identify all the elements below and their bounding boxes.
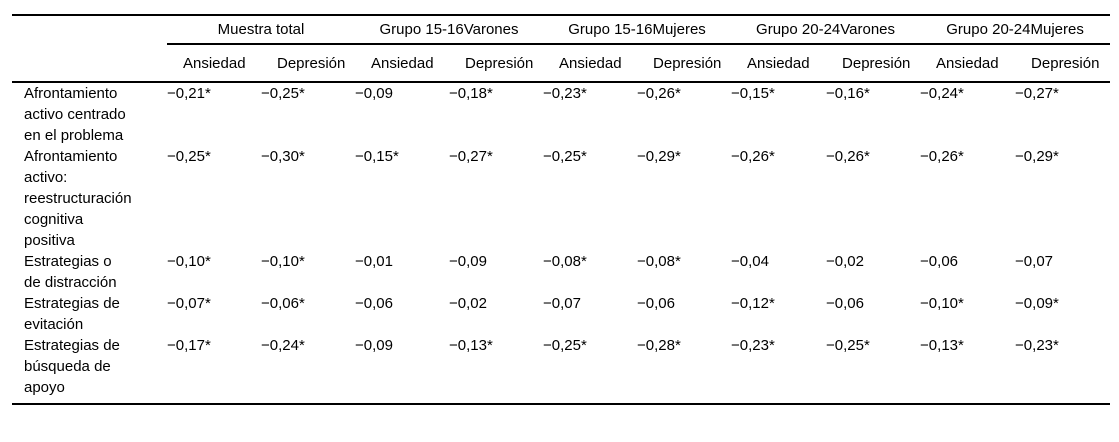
- cell-value: −0,16*: [826, 85, 870, 102]
- cell-value: −0,25*: [826, 335, 921, 405]
- cell-value: −0,30*: [261, 148, 305, 165]
- cell-value: −0,17*: [167, 335, 261, 405]
- cell-value: −0,10*: [261, 253, 305, 270]
- col-header: Depresión: [826, 44, 921, 83]
- cell-value: −0,01: [355, 253, 393, 270]
- cell-value: −0,13*: [449, 335, 544, 405]
- cell-value: −0,04: [731, 253, 769, 270]
- cell-value: −0,29*: [637, 148, 681, 165]
- corner-cell-sub: [12, 44, 167, 83]
- cell-value: −0,26*: [637, 85, 681, 102]
- cell-value: −0,08*: [543, 253, 587, 270]
- col-header: Depresión: [449, 44, 544, 83]
- cell-value: −0,10*: [920, 295, 964, 312]
- col-header: Ansiedad: [167, 44, 261, 83]
- group-header-15-16-varones: Grupo 15-16Varones: [355, 14, 544, 45]
- row-label: Estrategias de búsqueda de apoyo: [12, 335, 167, 405]
- cell-value: −0,23*: [1015, 335, 1111, 405]
- table-row: Afrontamiento activo: reestructuración c…: [12, 146, 1110, 251]
- cell-value: −0,27*: [449, 148, 493, 165]
- cell-value: −0,25*: [261, 85, 305, 102]
- group-header-muestra-total: Muestra total: [167, 14, 355, 45]
- cell-value: −0,08*: [637, 253, 681, 270]
- cell-value: −0,13*: [920, 335, 1016, 405]
- cell-value: −0,09: [355, 85, 393, 102]
- cell-value: −0,07*: [167, 295, 211, 312]
- group-header-row: Muestra total Grupo 15-16Varones Grupo 1…: [12, 14, 1111, 45]
- table-row: Estrategias o de distracción −0,10* −0,1…: [12, 251, 1110, 293]
- cell-value: −0,10*: [167, 253, 211, 270]
- cell-value: −0,23*: [731, 335, 827, 405]
- corner-cell: [12, 14, 167, 44]
- cell-value: −0,15*: [731, 85, 775, 102]
- cell-value: −0,09*: [1015, 295, 1059, 312]
- group-header-20-24-varones: Grupo 20-24Varones: [731, 14, 921, 45]
- col-header: Ansiedad: [731, 44, 827, 83]
- correlation-table: Muestra total Grupo 15-16Varones Grupo 1…: [12, 14, 1111, 405]
- col-header: Ansiedad: [920, 44, 1016, 83]
- col-header: Depresión: [1015, 44, 1111, 83]
- table-row: Estrategias de búsqueda de apoyo −0,17* …: [12, 335, 1111, 405]
- cell-value: −0,06: [637, 295, 675, 312]
- cell-value: −0,09: [449, 253, 487, 270]
- cell-value: −0,26*: [920, 148, 964, 165]
- row-label: Estrategias o de distracción: [24, 253, 117, 291]
- cell-value: −0,12*: [731, 295, 775, 312]
- cell-value: −0,23*: [543, 85, 587, 102]
- row-label: Estrategias de evitación: [24, 295, 120, 333]
- cell-value: −0,06: [920, 253, 959, 270]
- cell-value: −0,06: [826, 295, 864, 312]
- cell-value: −0,09: [355, 335, 449, 405]
- cell-value: −0,06*: [261, 295, 305, 312]
- group-header-15-16-mujeres: Grupo 15-16Mujeres: [543, 14, 732, 45]
- cell-value: −0,25*: [167, 148, 211, 165]
- group-header-20-24-mujeres: Grupo 20-24Mujeres: [920, 14, 1111, 45]
- cell-value: −0,07: [543, 295, 581, 312]
- table-row: Estrategias de evitación −0,07* −0,06* −…: [12, 293, 1110, 335]
- cell-value: −0,07: [1015, 253, 1054, 270]
- cell-value: −0,26*: [826, 148, 870, 165]
- sub-header-row: Ansiedad Depresión Ansiedad Depresión An…: [12, 44, 1111, 83]
- table-row: Afrontamiento activo centrado en el prob…: [12, 82, 1110, 146]
- cell-value: −0,02: [449, 295, 487, 312]
- cell-value: −0,24*: [920, 85, 964, 102]
- col-header: Ansiedad: [543, 44, 638, 83]
- row-label: Afrontamiento activo centrado en el prob…: [24, 85, 126, 144]
- cell-value: −0,28*: [637, 335, 732, 405]
- cell-value: −0,02: [826, 253, 864, 270]
- row-label: Afrontamiento activo: reestructuración c…: [24, 148, 132, 249]
- cell-value: −0,21*: [167, 85, 211, 102]
- cell-value: −0,18*: [449, 85, 493, 102]
- cell-value: −0,24*: [261, 335, 355, 405]
- cell-value: −0,26*: [731, 148, 775, 165]
- cell-value: −0,25*: [543, 335, 638, 405]
- col-header: Depresión: [261, 44, 355, 83]
- col-header: Ansiedad: [355, 44, 449, 83]
- cell-value: −0,29*: [1015, 148, 1059, 165]
- cell-value: −0,27*: [1015, 85, 1059, 102]
- cell-value: −0,06: [355, 295, 393, 312]
- col-header: Depresión: [637, 44, 732, 83]
- cell-value: −0,25*: [543, 148, 587, 165]
- cell-value: −0,15*: [355, 148, 399, 165]
